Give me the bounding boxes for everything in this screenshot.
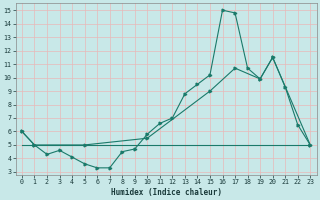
- X-axis label: Humidex (Indice chaleur): Humidex (Indice chaleur): [111, 188, 221, 197]
